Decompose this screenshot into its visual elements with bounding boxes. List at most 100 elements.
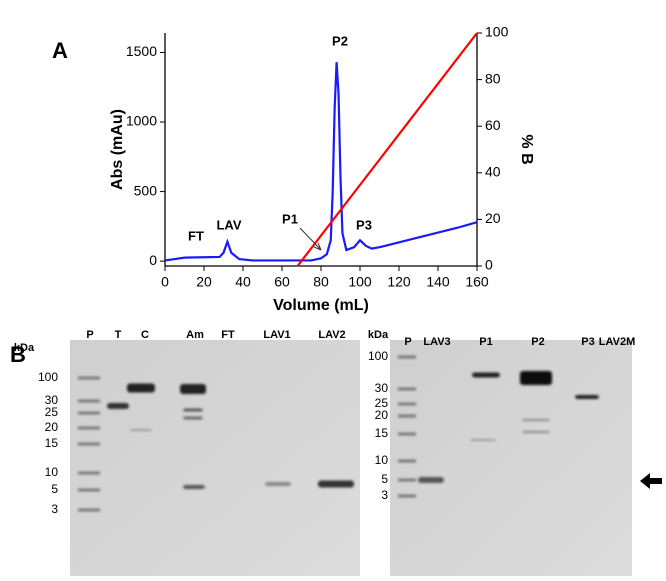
ladder-band xyxy=(78,471,100,475)
lane-label: FT xyxy=(221,329,235,341)
y-tick-label: 1000 xyxy=(126,113,157,129)
y2-tick-label: 100 xyxy=(485,24,509,40)
marker-label: 10 xyxy=(45,465,59,479)
y-tick-label: 500 xyxy=(134,182,158,198)
ladder-band xyxy=(78,399,100,403)
gel-band xyxy=(180,384,206,394)
marker-label: 30 xyxy=(45,393,59,407)
gel-band xyxy=(127,383,155,393)
lane-label: P2 xyxy=(531,336,544,348)
lane-label: P xyxy=(86,329,93,341)
x-tick-label: 40 xyxy=(235,274,251,290)
gel-band xyxy=(183,416,203,420)
ladder-band xyxy=(78,442,100,446)
gel-band xyxy=(520,371,552,385)
gel-band xyxy=(107,403,129,409)
y-tick-label: 1500 xyxy=(126,43,157,59)
lane-label: P1 xyxy=(479,336,492,348)
annotation: LAV xyxy=(216,217,241,232)
y2-tick-label: 40 xyxy=(485,164,501,180)
gel-band xyxy=(522,419,550,421)
marker-label: 10 xyxy=(375,453,389,467)
marker-label: 3 xyxy=(381,488,388,502)
y2-tick-label: 0 xyxy=(485,257,493,273)
ladder-band xyxy=(398,432,416,436)
annotation: P3 xyxy=(356,217,372,232)
marker-label: 30 xyxy=(375,381,389,395)
lane-label: C xyxy=(141,329,149,341)
gel-band xyxy=(265,482,291,486)
gel-band xyxy=(575,395,599,399)
marker-label: 5 xyxy=(381,472,388,486)
x-tick-label: 140 xyxy=(426,274,450,290)
panel-label: A xyxy=(52,38,68,63)
x-tick-label: 60 xyxy=(274,274,290,290)
marker-label: 20 xyxy=(375,408,389,422)
gel-band xyxy=(472,372,500,378)
x-tick-label: 120 xyxy=(387,274,411,290)
y-axis-label: Abs (mAu) xyxy=(109,109,126,190)
marker-label: 100 xyxy=(368,349,388,363)
lane-label: Am xyxy=(186,329,204,341)
annotation: P1 xyxy=(282,211,298,226)
gel-band xyxy=(183,485,205,489)
lane-label: LAV2M xyxy=(599,336,635,348)
gel-band xyxy=(130,429,152,431)
y-tick-label: 0 xyxy=(149,252,157,268)
lane-label: P xyxy=(404,336,411,348)
gel-unit: kDa xyxy=(368,329,389,341)
ladder-band xyxy=(398,414,416,418)
ladder-band xyxy=(398,387,416,391)
ladder-band xyxy=(398,355,416,359)
marker-label: 3 xyxy=(51,502,58,516)
lane-label: LAV2 xyxy=(318,329,345,341)
ladder-band xyxy=(78,376,100,380)
lane-label: LAV3 xyxy=(423,336,450,348)
annotation: FT xyxy=(188,228,204,243)
y2-tick-label: 60 xyxy=(485,117,501,133)
gel-band xyxy=(318,480,354,488)
arrow xyxy=(640,473,662,489)
marker-label: 15 xyxy=(375,426,389,440)
x-axis-label: Volume (mL) xyxy=(273,297,369,314)
x-tick-label: 80 xyxy=(313,274,329,290)
gel-band xyxy=(522,431,550,433)
gel-image xyxy=(390,340,632,576)
marker-label: 25 xyxy=(45,405,59,419)
lane-label: LAV1 xyxy=(263,329,290,341)
ladder-band xyxy=(78,488,100,492)
x-tick-label: 100 xyxy=(348,274,372,290)
line xyxy=(296,32,478,267)
marker-label: 15 xyxy=(45,436,59,450)
ladder-band xyxy=(398,478,416,482)
ladder-band xyxy=(398,402,416,406)
annotation-arrow xyxy=(299,227,322,251)
marker-label: 25 xyxy=(375,396,389,410)
gel-unit: kDa xyxy=(14,342,35,354)
x-tick-label: 0 xyxy=(161,274,169,290)
x-tick-label: 20 xyxy=(196,274,212,290)
gel-band xyxy=(183,408,203,412)
ladder-band xyxy=(78,426,100,430)
marker-label: 100 xyxy=(38,370,58,384)
ladder-band xyxy=(398,459,416,463)
lane-label: T xyxy=(115,329,122,341)
y2-tick-label: 80 xyxy=(485,70,501,86)
x-tick-label: 160 xyxy=(465,274,489,290)
axes xyxy=(164,33,478,267)
panel-label: B xyxy=(10,342,26,367)
gel-band xyxy=(418,477,444,483)
marker-label: 5 xyxy=(51,482,58,496)
ladder-band xyxy=(78,508,100,512)
gel-image xyxy=(70,340,360,576)
line xyxy=(164,62,478,262)
ladder-band xyxy=(398,494,416,498)
annotation: P2 xyxy=(332,33,348,48)
y2-axis-label: % B xyxy=(518,134,535,164)
y2-tick-label: 20 xyxy=(485,210,501,226)
gel-band xyxy=(470,439,496,441)
marker-label: 20 xyxy=(45,420,59,434)
lane-label: P3 xyxy=(581,336,594,348)
ladder-band xyxy=(78,411,100,415)
